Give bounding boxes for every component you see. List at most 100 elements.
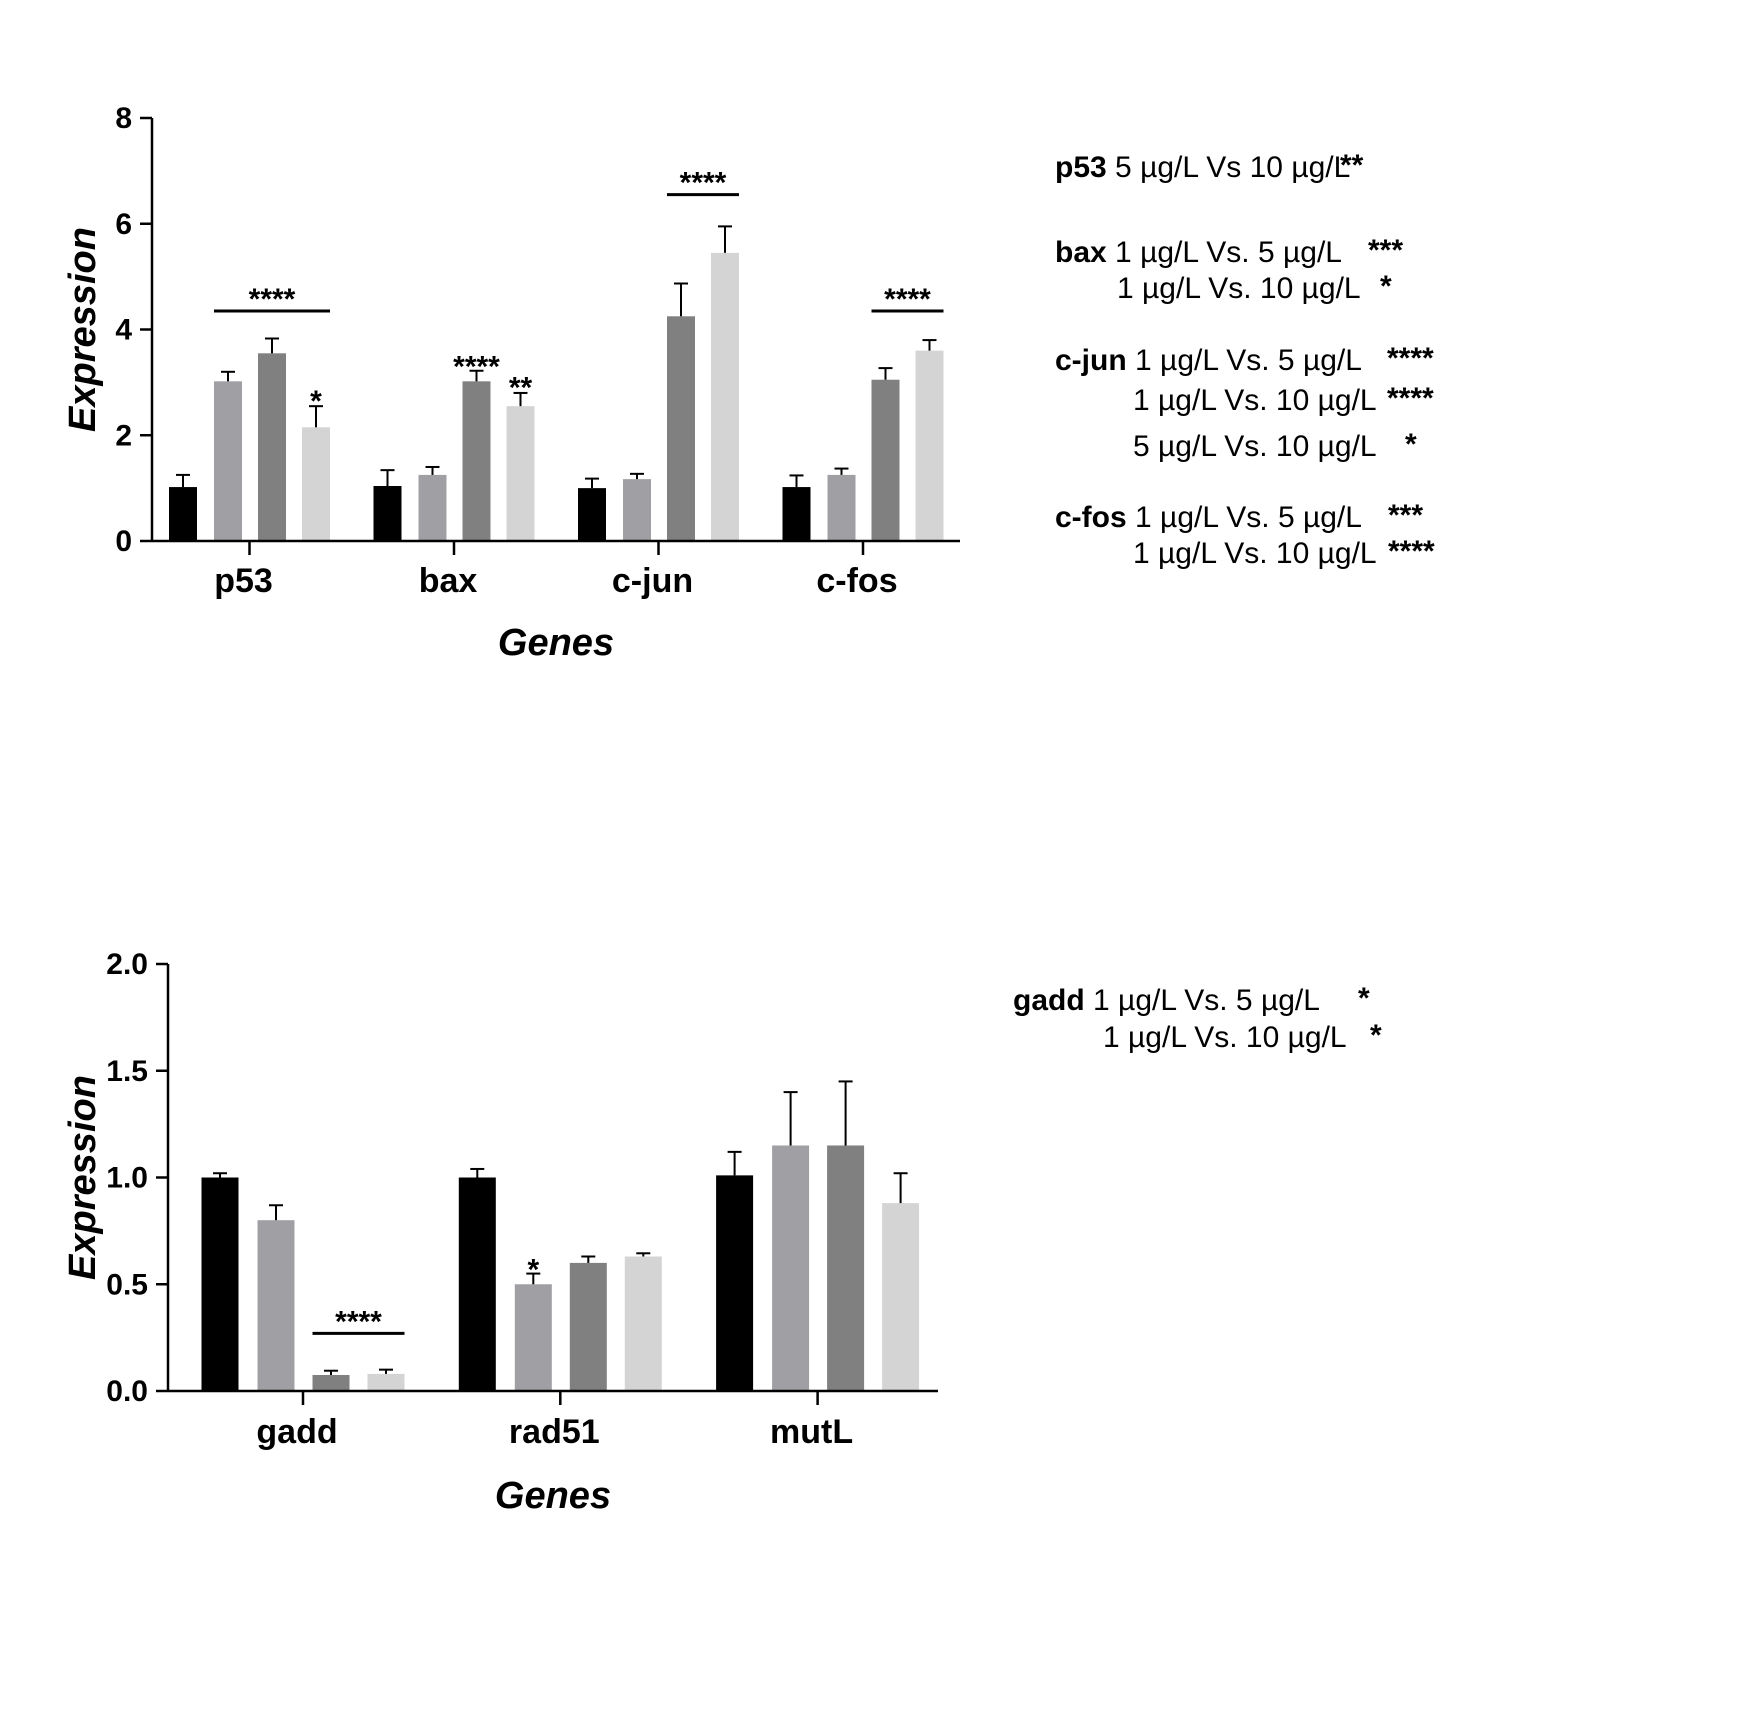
bar-rad51-2 xyxy=(569,1262,607,1391)
note-stars: *** xyxy=(1388,499,1423,532)
comparison-note: c-jun 1 µg/L Vs. 5 µg/L xyxy=(1055,344,1362,377)
bar-mutL-1 xyxy=(772,1145,810,1391)
note-comparison: 1 µg/L Vs. 10 µg/L xyxy=(1133,384,1377,417)
bar-rad51-0 xyxy=(458,1177,496,1391)
bar-c-jun-0 xyxy=(578,488,606,541)
bar-c-fos-3 xyxy=(915,350,944,541)
bar-mutL-3 xyxy=(882,1203,920,1391)
note-gene: c-fos xyxy=(1055,501,1127,534)
y-tick-label: 0.5 xyxy=(106,1268,148,1301)
note-stars: ** xyxy=(1340,149,1364,182)
x-tick-label: bax xyxy=(419,562,478,600)
x-axis-title: Genes xyxy=(498,622,614,664)
y-tick-label: 6 xyxy=(115,208,132,241)
notes-bottom: gadd 1 µg/L Vs. 5 µg/L * 1 µg/L Vs. 10 µg/… xyxy=(1013,982,1382,1054)
bar-p53-3 xyxy=(302,427,330,541)
significance-label: * xyxy=(310,385,322,418)
note-space xyxy=(1127,501,1135,534)
note-stars: **** xyxy=(1387,342,1434,375)
note-comparison: 1 µg/L Vs. 5 µg/L xyxy=(1093,984,1320,1017)
note-gene: p53 xyxy=(1055,151,1107,184)
note-comparison: 1 µg/L Vs. 10 µg/L xyxy=(1133,537,1377,570)
y-tick-label: 1.5 xyxy=(106,1055,148,1088)
note-space xyxy=(1107,236,1115,269)
bar-gadd-0 xyxy=(201,1177,239,1391)
comparison-note: p53 5 µg/L Vs 10 µg/L xyxy=(1055,151,1350,184)
bar-p53-2 xyxy=(258,353,286,541)
bar-p53-1 xyxy=(214,381,242,541)
x-tick-label: gadd xyxy=(256,1413,337,1451)
y-tick-label: 4 xyxy=(115,314,132,347)
note-stars: * xyxy=(1405,428,1417,461)
x-tick-label: c-jun xyxy=(612,562,693,600)
bar-c-fos-0 xyxy=(782,487,811,541)
bar-c-fos-2 xyxy=(871,379,900,541)
bar-mutL-0 xyxy=(716,1175,754,1391)
bar-c-jun-3 xyxy=(711,252,739,542)
note-space xyxy=(1127,344,1135,377)
bar-gadd-2 xyxy=(312,1374,350,1391)
bar-c-jun-1 xyxy=(623,479,651,541)
note-comparison: 1 µg/L Vs. 10 µg/L xyxy=(1117,272,1361,305)
bar-gadd-3 xyxy=(367,1373,405,1391)
y-tick-label: 2 xyxy=(115,419,132,452)
note-comparison: 1 µg/L Vs. 5 µg/L xyxy=(1115,236,1342,269)
comparison-note: 1 µg/L Vs. 10 µg/L xyxy=(1133,537,1377,570)
comparison-note: 1 µg/L Vs. 10 µg/L xyxy=(1117,272,1361,305)
note-stars: * xyxy=(1370,1019,1382,1052)
significance-label: **** xyxy=(249,283,296,316)
comparison-note: bax 1 µg/L Vs. 5 µg/L xyxy=(1055,236,1342,269)
y-axis-title: Expression xyxy=(62,227,104,432)
note-space xyxy=(1107,151,1115,184)
x-tick-label: mutL xyxy=(770,1413,853,1451)
note-gene: gadd xyxy=(1013,984,1085,1017)
y-tick-label: 0 xyxy=(115,525,132,558)
bar-p53-0 xyxy=(169,487,197,541)
bar-rad51-1 xyxy=(514,1284,552,1391)
significance-label: **** xyxy=(884,283,931,316)
bar-bax-3 xyxy=(506,406,535,541)
bar-mutL-2 xyxy=(827,1145,865,1391)
notes-top: p53 5 µg/L Vs 10 µg/L**bax 1 µg/L Vs. 5 … xyxy=(1055,149,1435,570)
significance-label: * xyxy=(527,1253,539,1286)
x-tick-label: rad51 xyxy=(509,1413,600,1451)
y-tick-label: 2.0 xyxy=(106,948,148,981)
note-gene: c-jun xyxy=(1055,344,1127,377)
bar-gadd-1 xyxy=(257,1220,295,1391)
bar-c-jun-2 xyxy=(667,316,695,541)
comparison-note: gadd 1 µg/L Vs. 5 µg/L xyxy=(1013,984,1320,1017)
y-tick-label: 1.0 xyxy=(106,1162,148,1195)
significance-label: **** xyxy=(453,351,500,384)
chart-bottom: 0.0 0.5 1.0 1.5 2.0 gadd rad51 mutL Genes Express… xyxy=(62,948,938,1517)
note-space xyxy=(1085,984,1093,1017)
note-stars: * xyxy=(1358,982,1370,1015)
y-tick-label: 0.0 xyxy=(106,1375,148,1408)
y-axis-title: Expression xyxy=(62,1075,104,1280)
note-stars: * xyxy=(1380,270,1392,303)
note-stars: *** xyxy=(1368,234,1403,267)
bar-c-fos-1 xyxy=(827,474,856,541)
y-tick-label: 8 xyxy=(115,102,132,135)
comparison-note: c-fos 1 µg/L Vs. 5 µg/L xyxy=(1055,501,1362,534)
significance-label: ** xyxy=(509,372,533,405)
note-gene: bax xyxy=(1055,236,1107,269)
x-axis-title: Genes xyxy=(495,1475,611,1517)
significance-label: **** xyxy=(680,167,727,200)
comparison-note: 1 µg/L Vs. 10 µg/L xyxy=(1133,384,1377,417)
note-stars: **** xyxy=(1388,535,1435,568)
bar-bax-0 xyxy=(373,486,402,541)
note-comparison: 5 µg/L Vs. 10 µg/L xyxy=(1133,430,1377,463)
bar-bax-1 xyxy=(418,474,447,541)
note-comparison: 1 µg/L Vs. 10 µg/L xyxy=(1103,1021,1347,1054)
x-tick-label: c-fos xyxy=(816,562,897,600)
x-tick-label: p53 xyxy=(214,562,273,600)
bar-bax-2 xyxy=(462,381,491,541)
note-comparison: 1 µg/L Vs. 5 µg/L xyxy=(1135,344,1362,377)
comparison-note: 5 µg/L Vs. 10 µg/L xyxy=(1133,430,1377,463)
comparison-note: 1 µg/L Vs. 10 µg/L xyxy=(1103,1021,1347,1054)
bar-rad51-3 xyxy=(624,1256,662,1391)
note-comparison: 5 µg/L Vs 10 µg/L xyxy=(1115,151,1350,184)
note-comparison: 1 µg/L Vs. 5 µg/L xyxy=(1135,501,1362,534)
